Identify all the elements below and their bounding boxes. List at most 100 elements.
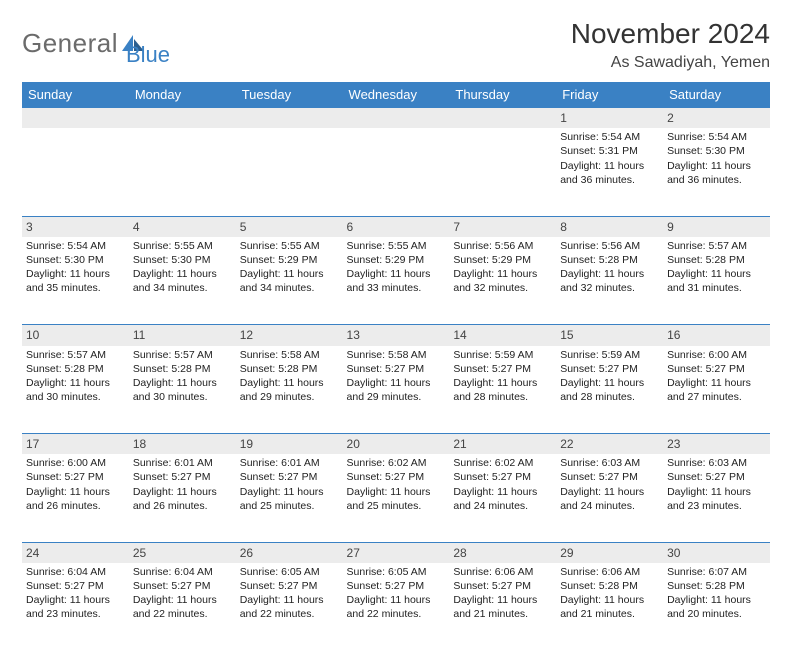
sunset-line: Sunset: 5:27 PM (347, 470, 446, 484)
day-number-cell (129, 108, 236, 129)
day-header-row: Sunday Monday Tuesday Wednesday Thursday… (22, 82, 770, 108)
day-details-cell: Sunrise: 6:05 AMSunset: 5:27 PMDaylight:… (236, 563, 343, 651)
sunset-line: Sunset: 5:27 PM (133, 470, 232, 484)
sunset-line: Sunset: 5:27 PM (240, 579, 339, 593)
day-number-row: 17181920212223 (22, 434, 770, 455)
sunset-line: Sunset: 5:30 PM (133, 253, 232, 267)
sunrise-line: Sunrise: 6:02 AM (453, 456, 552, 470)
daylight-line: Daylight: 11 hours and 22 minutes. (347, 593, 446, 621)
day-details-cell (129, 128, 236, 216)
sunrise-line: Sunrise: 6:06 AM (560, 565, 659, 579)
day-number-cell: 7 (449, 216, 556, 237)
daylight-line: Daylight: 11 hours and 34 minutes. (133, 267, 232, 295)
sunrise-line: Sunrise: 6:05 AM (240, 565, 339, 579)
day-number-cell: 22 (556, 434, 663, 455)
day-details-row: Sunrise: 5:54 AMSunset: 5:30 PMDaylight:… (22, 237, 770, 325)
sunset-line: Sunset: 5:28 PM (560, 579, 659, 593)
sunset-line: Sunset: 5:28 PM (133, 362, 232, 376)
sunset-line: Sunset: 5:27 PM (133, 579, 232, 593)
sunrise-line: Sunrise: 6:04 AM (26, 565, 125, 579)
sunset-line: Sunset: 5:27 PM (26, 579, 125, 593)
daylight-line: Daylight: 11 hours and 26 minutes. (133, 485, 232, 513)
daylight-line: Daylight: 11 hours and 22 minutes. (133, 593, 232, 621)
day-header: Tuesday (236, 82, 343, 108)
brand-logo: General Blue (22, 18, 170, 68)
day-details-cell: Sunrise: 6:01 AMSunset: 5:27 PMDaylight:… (236, 454, 343, 542)
sunrise-line: Sunrise: 5:56 AM (560, 239, 659, 253)
sunset-line: Sunset: 5:28 PM (667, 579, 766, 593)
day-number-cell (343, 108, 450, 129)
day-number-cell: 28 (449, 542, 556, 563)
day-number-cell: 19 (236, 434, 343, 455)
day-number-cell: 1 (556, 108, 663, 129)
sunset-line: Sunset: 5:28 PM (560, 253, 659, 267)
calendar-table: Sunday Monday Tuesday Wednesday Thursday… (22, 82, 770, 651)
sunrise-line: Sunrise: 6:03 AM (560, 456, 659, 470)
day-number-cell: 9 (663, 216, 770, 237)
day-details-cell: Sunrise: 6:02 AMSunset: 5:27 PMDaylight:… (343, 454, 450, 542)
day-details-cell: Sunrise: 5:58 AMSunset: 5:28 PMDaylight:… (236, 346, 343, 434)
daylight-line: Daylight: 11 hours and 36 minutes. (667, 159, 766, 187)
sunset-line: Sunset: 5:27 PM (453, 362, 552, 376)
sunrise-line: Sunrise: 5:55 AM (347, 239, 446, 253)
day-number-cell: 25 (129, 542, 236, 563)
day-header: Friday (556, 82, 663, 108)
daylight-line: Daylight: 11 hours and 29 minutes. (347, 376, 446, 404)
day-number-cell: 10 (22, 325, 129, 346)
sunrise-line: Sunrise: 5:58 AM (240, 348, 339, 362)
sunrise-line: Sunrise: 6:01 AM (133, 456, 232, 470)
day-number-cell: 5 (236, 216, 343, 237)
sunset-line: Sunset: 5:27 PM (347, 362, 446, 376)
sunrise-line: Sunrise: 6:00 AM (26, 456, 125, 470)
day-details-cell: Sunrise: 5:54 AMSunset: 5:30 PMDaylight:… (663, 128, 770, 216)
daylight-line: Daylight: 11 hours and 21 minutes. (453, 593, 552, 621)
day-details-cell: Sunrise: 6:06 AMSunset: 5:27 PMDaylight:… (449, 563, 556, 651)
calendar-head: Sunday Monday Tuesday Wednesday Thursday… (22, 82, 770, 108)
day-details-row: Sunrise: 6:00 AMSunset: 5:27 PMDaylight:… (22, 454, 770, 542)
day-number-cell: 14 (449, 325, 556, 346)
calendar-body: 12 Sunrise: 5:54 AMSunset: 5:31 PMDayligh… (22, 108, 770, 651)
sunset-line: Sunset: 5:27 PM (560, 362, 659, 376)
day-number-cell: 20 (343, 434, 450, 455)
month-title: November 2024 (571, 18, 770, 50)
day-details-cell: Sunrise: 5:57 AMSunset: 5:28 PMDaylight:… (129, 346, 236, 434)
day-number-cell: 8 (556, 216, 663, 237)
day-details-cell: Sunrise: 5:55 AMSunset: 5:30 PMDaylight:… (129, 237, 236, 325)
day-number-cell (449, 108, 556, 129)
sunset-line: Sunset: 5:28 PM (667, 253, 766, 267)
sunrise-line: Sunrise: 6:02 AM (347, 456, 446, 470)
day-number-cell: 12 (236, 325, 343, 346)
sunset-line: Sunset: 5:29 PM (240, 253, 339, 267)
sunset-line: Sunset: 5:27 PM (240, 470, 339, 484)
day-number-row: 10111213141516 (22, 325, 770, 346)
page-header: General Blue November 2024 As Sawadiyah,… (22, 18, 770, 72)
daylight-line: Daylight: 11 hours and 24 minutes. (560, 485, 659, 513)
day-details-cell: Sunrise: 5:56 AMSunset: 5:29 PMDaylight:… (449, 237, 556, 325)
sunset-line: Sunset: 5:30 PM (667, 144, 766, 158)
day-details-cell (343, 128, 450, 216)
sunrise-line: Sunrise: 5:57 AM (133, 348, 232, 362)
daylight-line: Daylight: 11 hours and 23 minutes. (26, 593, 125, 621)
day-header: Monday (129, 82, 236, 108)
sunset-line: Sunset: 5:28 PM (26, 362, 125, 376)
sunrise-line: Sunrise: 5:54 AM (26, 239, 125, 253)
daylight-line: Daylight: 11 hours and 20 minutes. (667, 593, 766, 621)
day-number-cell: 26 (236, 542, 343, 563)
day-header: Thursday (449, 82, 556, 108)
sunset-line: Sunset: 5:27 PM (667, 362, 766, 376)
day-number-cell: 11 (129, 325, 236, 346)
day-details-cell: Sunrise: 5:54 AMSunset: 5:30 PMDaylight:… (22, 237, 129, 325)
day-details-row: Sunrise: 5:57 AMSunset: 5:28 PMDaylight:… (22, 346, 770, 434)
day-details-cell: Sunrise: 5:58 AMSunset: 5:27 PMDaylight:… (343, 346, 450, 434)
day-details-row: Sunrise: 5:54 AMSunset: 5:31 PMDaylight:… (22, 128, 770, 216)
daylight-line: Daylight: 11 hours and 32 minutes. (560, 267, 659, 295)
day-number-cell: 6 (343, 216, 450, 237)
sunset-line: Sunset: 5:28 PM (240, 362, 339, 376)
day-number-row: 24252627282930 (22, 542, 770, 563)
sunset-line: Sunset: 5:29 PM (453, 253, 552, 267)
daylight-line: Daylight: 11 hours and 26 minutes. (26, 485, 125, 513)
daylight-line: Daylight: 11 hours and 30 minutes. (26, 376, 125, 404)
sunset-line: Sunset: 5:27 PM (347, 579, 446, 593)
day-details-cell: Sunrise: 6:03 AMSunset: 5:27 PMDaylight:… (556, 454, 663, 542)
day-details-cell: Sunrise: 5:57 AMSunset: 5:28 PMDaylight:… (22, 346, 129, 434)
